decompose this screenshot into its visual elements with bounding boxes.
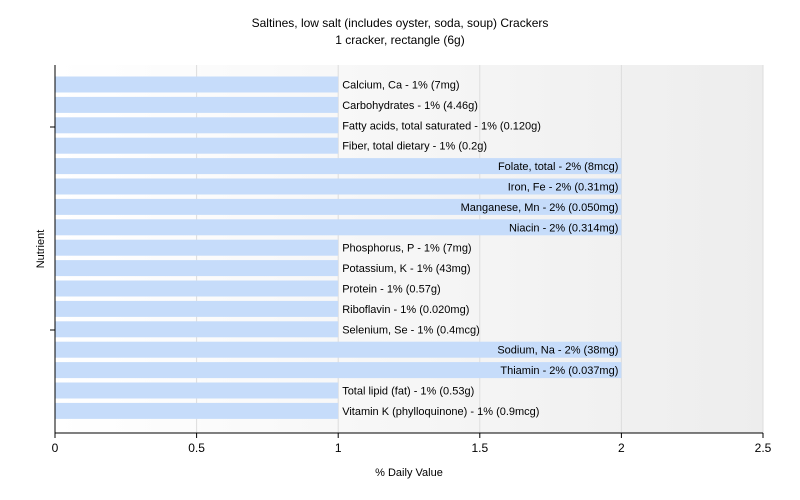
bar: [55, 300, 339, 317]
bar: [55, 76, 339, 93]
bar: [55, 362, 622, 379]
bar-labels: Calcium, Ca - 1% (7mg) Carbohydrates - 1%…: [342, 80, 618, 418]
bar-label: Protein - 1% (0.57g): [342, 284, 440, 296]
bar-label: Vitamin K (phylloquinone) - 1% (0.9mcg): [342, 406, 539, 418]
bar: [55, 219, 622, 236]
bar-label: Total lipid (fat) - 1% (0.53g): [342, 386, 474, 398]
bar-label: Selenium, Se - 1% (0.4mcg): [342, 324, 480, 336]
bar: [55, 402, 339, 419]
bar-label: Manganese, Mn - 2% (0.050mg): [461, 202, 619, 214]
bar-label: Fatty acids, total saturated - 1% (0.120…: [342, 120, 541, 132]
bar-label: Folate, total - 2% (8mcg): [498, 161, 618, 173]
chart-subtitle: 1 cracker, rectangle (6g): [335, 33, 464, 47]
bar-label: Phosphorus, P - 1% (7mg): [342, 243, 471, 255]
bar-label: Iron, Fe - 2% (0.31mg): [508, 182, 619, 194]
bar: [55, 382, 339, 399]
axes: 0 0.5 1 1.5 2 2.5: [50, 65, 772, 455]
bar: [55, 239, 339, 256]
bar-label: Potassium, K - 1% (43mg): [342, 263, 470, 275]
bar: [55, 178, 622, 195]
bar-label: Sodium, Na - 2% (38mg): [497, 345, 618, 357]
bar-label: Thiamin - 2% (0.037mg): [500, 365, 618, 377]
bar: [55, 198, 622, 215]
bar: [55, 158, 622, 175]
bar-label: Carbohydrates - 1% (4.46g): [342, 100, 478, 112]
bar: [55, 96, 339, 113]
bar: [55, 117, 339, 134]
x-tick-label: 0: [52, 441, 59, 455]
bar: [55, 341, 622, 358]
bar: [55, 260, 339, 277]
bar: [55, 280, 339, 297]
bar-label: Niacin - 2% (0.314mg): [509, 222, 618, 234]
x-tick-label: 2: [618, 441, 625, 455]
y-axis-title: Nutrient: [35, 230, 47, 269]
chart-title: Saltines, low salt (includes oyster, sod…: [252, 16, 549, 30]
bar: [55, 137, 339, 154]
bar: [55, 321, 339, 338]
bars: [55, 76, 622, 419]
x-tick-label: 0.5: [188, 441, 205, 455]
x-tick-label: 1: [335, 441, 342, 455]
x-tick-label: 1.5: [471, 441, 488, 455]
bar-label: Riboflavin - 1% (0.020mg): [342, 304, 469, 316]
bar-label: Fiber, total dietary - 1% (0.2g): [342, 141, 487, 153]
x-tick-label: 2.5: [755, 441, 772, 455]
x-axis-title: % Daily Value: [375, 467, 443, 479]
bar-label: Calcium, Ca - 1% (7mg): [342, 80, 459, 92]
